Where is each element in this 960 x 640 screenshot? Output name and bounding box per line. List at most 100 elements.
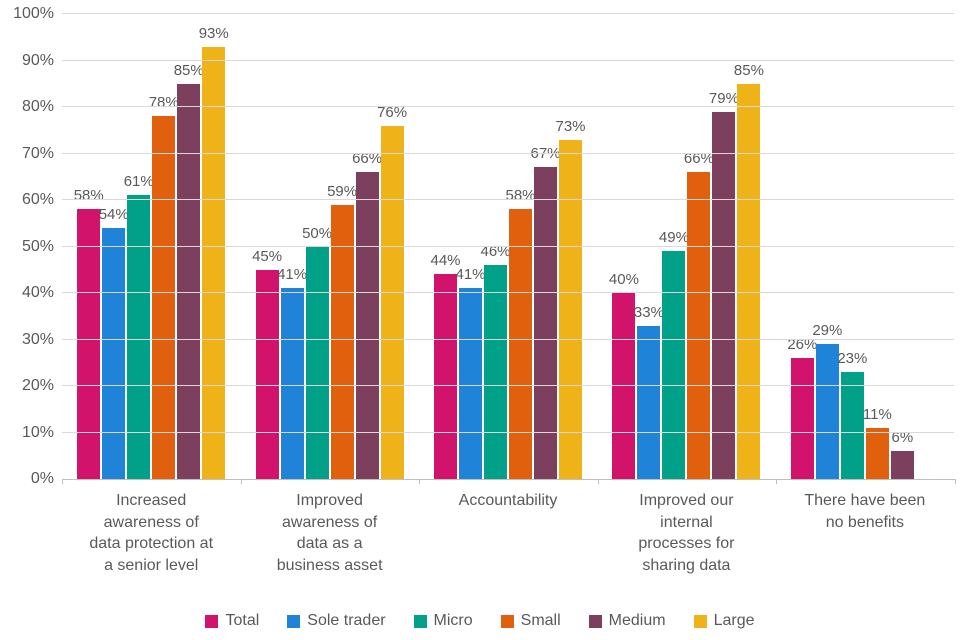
bar-medium: 66% [352, 150, 382, 479]
x-axis-tick [776, 479, 778, 484]
bar-value-label: 44% [430, 252, 461, 270]
bar-value-label: 85% [173, 61, 204, 79]
bar-sole-trader: 29% [812, 322, 842, 479]
bar-medium: 6% [890, 429, 914, 479]
bar-small: 66% [684, 150, 714, 479]
legend-swatch-medium [588, 614, 602, 628]
legend-item-micro: Micro [413, 612, 473, 630]
x-axis-tick [62, 479, 63, 484]
bar-micro: 50% [302, 225, 332, 479]
legend-label: Medium [608, 612, 666, 629]
bar-value-label: 78% [148, 94, 179, 112]
x-axis-category-labels: Increased awareness of data protection a… [62, 490, 954, 576]
bar-large: 76% [377, 104, 407, 479]
bar-group: 26% 29% 23% 11% 6% [776, 14, 954, 479]
bar-value-label: 76% [377, 103, 408, 121]
bar-value-label: 26% [787, 336, 818, 354]
legend-swatch-small [500, 614, 514, 628]
bar-value-label: 33% [633, 303, 664, 321]
bar-value-label: 29% [812, 322, 843, 340]
bar-medium: 79% [709, 90, 739, 479]
bar-value-label: 41% [277, 266, 308, 284]
legend-item-medium: Medium [588, 612, 666, 630]
x-axis-tick [597, 479, 599, 484]
legend-label: Large [713, 612, 755, 629]
gridline [62, 152, 954, 154]
bar-value-label: 41% [455, 266, 486, 284]
y-axis-tick-label: 30% [21, 330, 54, 348]
x-axis-category-label: Accountability [458, 492, 558, 509]
y-axis-tick-label: 0% [30, 470, 54, 487]
bar-large: 93% [199, 25, 229, 479]
bar-value-label: 50% [302, 224, 333, 242]
bar-value-label: 40% [608, 271, 639, 288]
bar-micro: 61% [124, 173, 154, 479]
bar-large: 73% [556, 118, 586, 479]
bar-sole-trader: 41% [456, 266, 486, 479]
bar-value-label: 67% [530, 145, 561, 163]
gridline [62, 431, 954, 433]
legend-item-large: Large [693, 612, 755, 630]
y-axis-tick-label: 10% [21, 423, 54, 441]
legend-swatch-total [205, 614, 219, 628]
bar-value-label: 59% [327, 182, 358, 200]
bar-small: 78% [149, 94, 179, 479]
legend-item-small: Small [500, 612, 561, 630]
legend-swatch-micro [413, 614, 427, 628]
bar-total: 44% [431, 252, 461, 479]
gridline [62, 245, 954, 247]
bar-micro: 23% [837, 350, 867, 479]
gridline [62, 13, 954, 14]
bar-micro: 46% [481, 243, 511, 479]
bar-group: 40% 33% 49% 66% 79% 85% [597, 14, 775, 479]
gridline [62, 59, 954, 61]
x-axis-category-label: There have been no benefits [804, 492, 926, 531]
bar-small: 59% [327, 183, 357, 479]
y-axis-tick-label: 90% [21, 51, 54, 69]
x-axis-category-label: Improved awareness of data as a business… [276, 492, 383, 574]
bar-sole-trader: 54% [99, 206, 129, 479]
gridline [62, 106, 954, 107]
x-axis-tick [955, 479, 956, 484]
y-axis-tick-label: 20% [21, 377, 54, 394]
legend-label: Sole trader [307, 612, 386, 629]
bar-value-label: 73% [555, 117, 586, 135]
bar-groups: 58% 54% 61% 78% 85% 93% 45% 41% 50% 59% 66% 76% 44% 4… [62, 14, 954, 479]
x-axis-tick [240, 479, 242, 484]
legend-label: Small [520, 612, 561, 629]
bar-value-label: 79% [708, 89, 739, 107]
legend-item-total: Total [205, 612, 259, 630]
y-axis-tick-label: 70% [21, 144, 54, 162]
bar-total: 45% [252, 248, 282, 479]
gridline [62, 292, 954, 293]
bar-value-label: 54% [98, 205, 129, 223]
gridline [62, 338, 954, 340]
bar-sole-trader: 33% [634, 304, 664, 479]
bar-value-label: 85% [733, 61, 764, 79]
bar-large: 85% [734, 62, 764, 479]
bar-value-label: 61% [123, 173, 154, 191]
legend-swatch-large [693, 614, 707, 628]
legend-item-sole-trader: Sole trader [287, 612, 386, 630]
bar-total: 26% [787, 336, 817, 479]
bar-micro: 49% [659, 229, 689, 479]
bar-total: 40% [609, 271, 639, 479]
x-axis-category-label: Improved our internal processes for shar… [638, 492, 735, 574]
legend-label: Total [225, 612, 260, 629]
bar-medium: 85% [174, 62, 204, 479]
bar-value-label: 23% [837, 350, 868, 368]
bar-sole-trader: 41% [277, 266, 307, 479]
legend: Total Sole trader Micro Small Medium Large [0, 612, 960, 630]
y-axis-tick-label: 60% [21, 191, 54, 208]
bar-total: 58% [74, 187, 104, 479]
bar-value-label: 58% [505, 187, 536, 205]
x-axis-line [62, 479, 955, 480]
bar-value-label: 46% [480, 243, 511, 261]
bar-value-label: 6% [891, 429, 914, 447]
gridline [62, 199, 954, 200]
bar-value-label: 66% [352, 150, 383, 168]
x-axis-category-label: Increased awareness of data protection a… [89, 492, 214, 574]
bar-group: 58% 54% 61% 78% 85% 93% [62, 14, 240, 479]
y-axis-tick-label: 80% [21, 98, 54, 115]
legend-swatch-sole-trader [287, 614, 301, 628]
